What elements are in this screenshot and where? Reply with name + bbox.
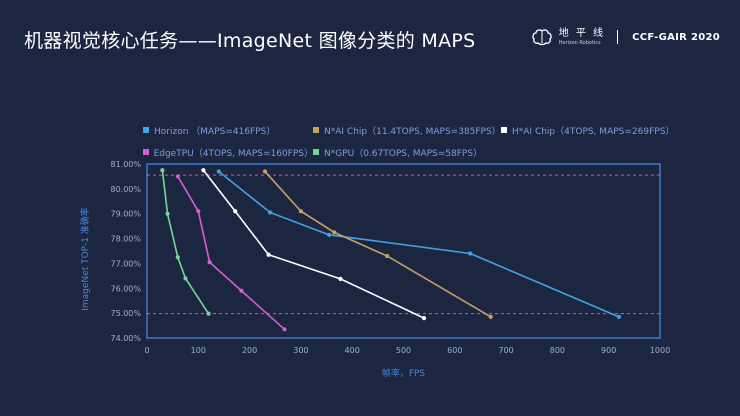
legend-label-horizon: Horizon （MAPS=416FPS） bbox=[154, 126, 276, 137]
y-tick-label: 75.00% bbox=[110, 309, 141, 318]
x-tick-label: 900 bbox=[601, 346, 616, 355]
legend-swatch-horizon bbox=[143, 127, 149, 133]
legend-swatch-ngpu bbox=[313, 149, 319, 155]
data-point bbox=[207, 260, 212, 265]
series-line-4 bbox=[161, 170, 210, 315]
data-point bbox=[421, 316, 427, 321]
x-tick-label: 500 bbox=[396, 346, 411, 355]
data-point bbox=[488, 314, 493, 319]
legend-label-hai-chip: H*AI Chip（4TOPS, MAPS=269FPS） bbox=[512, 126, 675, 137]
data-point bbox=[262, 169, 268, 174]
y-tick-label: 78.00% bbox=[110, 235, 141, 244]
legend-item-edgetpu: EdgeTPU（4TOPS, MAPS=160FPS） bbox=[143, 146, 313, 159]
series-line-2 bbox=[202, 169, 425, 319]
brand-logo-text: 地 平 线 Horizon Robotics bbox=[558, 27, 606, 46]
x-tick-label: 1000 bbox=[650, 346, 670, 355]
brand-divider bbox=[617, 30, 619, 44]
data-point bbox=[298, 209, 303, 214]
brain-icon bbox=[532, 29, 552, 46]
x-axis-title: 帧率，FPS bbox=[382, 367, 426, 379]
data-point bbox=[266, 252, 271, 257]
series-line-0 bbox=[218, 170, 620, 318]
data-point bbox=[384, 253, 390, 259]
y-tick-label: 76.00% bbox=[110, 284, 141, 293]
event-name: CCF-GAIR 2020 bbox=[632, 31, 720, 43]
data-point bbox=[282, 327, 287, 332]
x-tick-label: 100 bbox=[191, 346, 206, 355]
data-point bbox=[327, 232, 332, 237]
legend-swatch-edgetpu bbox=[143, 149, 149, 155]
data-point bbox=[338, 276, 343, 281]
brand-logo-en: Horizon Robotics bbox=[558, 39, 601, 46]
brand-logo-cn: 地 平 线 bbox=[558, 27, 606, 39]
legend-row-2: EdgeTPU（4TOPS, MAPS=160FPS） N*GPU（0.67TO… bbox=[143, 141, 674, 163]
data-point bbox=[160, 168, 165, 173]
y-tick-label: 77.00% bbox=[110, 259, 141, 268]
slide-title: 机器视觉核心任务——ImageNet 图像分类的 MAPS bbox=[24, 30, 476, 52]
legend-item-hai-chip: H*AI Chip（4TOPS, MAPS=269FPS） bbox=[501, 124, 674, 137]
chart-legend: Horizon （MAPS=416FPS） N*AI Chip（11.4TOPS… bbox=[143, 119, 674, 163]
legend-row-1: Horizon （MAPS=416FPS） N*AI Chip（11.4TOPS… bbox=[143, 119, 674, 141]
legend-swatch-hai-chip bbox=[501, 127, 507, 133]
legend-item-ngpu: N*GPU（0.67TOPS, MAPS=58FPS） bbox=[313, 146, 482, 159]
y-tick-label: 79.00% bbox=[110, 210, 141, 219]
data-point bbox=[233, 209, 238, 214]
x-tick-label: 700 bbox=[498, 346, 513, 355]
legend-label-ngpu: N*GPU（0.67TOPS, MAPS=58FPS） bbox=[324, 148, 483, 159]
legend-item-nai-chip: N*AI Chip（11.4TOPS, MAPS=385FPS） bbox=[313, 124, 501, 137]
data-point bbox=[183, 276, 188, 281]
data-point bbox=[268, 210, 273, 215]
plot-frame bbox=[146, 163, 661, 339]
x-tick-label: 300 bbox=[293, 346, 308, 355]
legend-label-nai-chip: N*AI Chip（11.4TOPS, MAPS=385FPS） bbox=[324, 126, 501, 137]
x-tick-label: 400 bbox=[345, 346, 360, 355]
data-point bbox=[175, 255, 180, 260]
data-point bbox=[239, 288, 244, 293]
data-point bbox=[196, 209, 201, 214]
y-tick-label: 74.00% bbox=[110, 334, 141, 343]
data-point bbox=[201, 168, 206, 173]
data-point bbox=[165, 211, 170, 216]
data-point bbox=[216, 169, 221, 174]
brand-header: 地 平 线 Horizon Robotics CCF-GAIR 2020 bbox=[531, 28, 720, 46]
series-line-1 bbox=[264, 170, 492, 318]
y-tick-label: 80.00% bbox=[110, 185, 141, 194]
legend-item-horizon: Horizon （MAPS=416FPS） bbox=[143, 124, 313, 137]
legend-swatch-nai-chip bbox=[313, 127, 319, 133]
data-point bbox=[468, 251, 473, 256]
y-axis-title: ImageNet TOP-1 准确率 bbox=[79, 207, 91, 311]
data-point bbox=[175, 174, 180, 179]
data-point bbox=[332, 230, 337, 235]
x-tick-label: 600 bbox=[447, 346, 462, 355]
data-point bbox=[206, 311, 211, 316]
y-tick-label: 81.00% bbox=[110, 160, 141, 169]
x-tick-label: 800 bbox=[550, 346, 565, 355]
legend-label-edgetpu: EdgeTPU（4TOPS, MAPS=160FPS） bbox=[153, 148, 313, 159]
data-point bbox=[616, 314, 622, 319]
x-tick-label: 0 bbox=[144, 346, 149, 355]
x-tick-label: 200 bbox=[242, 346, 257, 355]
